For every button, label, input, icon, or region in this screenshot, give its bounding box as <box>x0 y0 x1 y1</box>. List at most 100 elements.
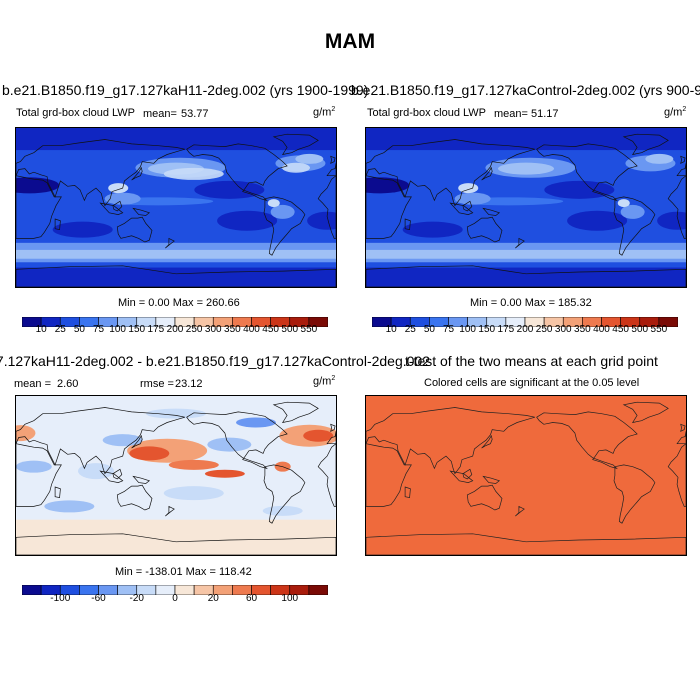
north-america-outline <box>186 143 288 202</box>
figure-title: MAM <box>324 30 376 53</box>
panel-2-variable: Total grd-box cloud LWP <box>367 107 487 119</box>
panel-2-map-field <box>366 128 686 287</box>
indonesia-outline <box>449 202 474 215</box>
panel-1-title: b.e21.B1850.f19_g17.127kaH11-2deg.002 (y… <box>2 82 369 98</box>
eurasia-outline <box>16 407 185 475</box>
madagascar-outline <box>54 218 61 231</box>
panel-4-map-field <box>366 396 686 555</box>
panel-2-mean-value: 51.17 <box>531 108 559 120</box>
madagascar-outline <box>404 486 411 499</box>
panel-3-colorbar-tick-label: -60 <box>91 593 106 604</box>
panel-1-colorbar-tick-label: 350 <box>224 324 241 335</box>
eurasia-outline <box>366 407 535 475</box>
madagascar-outline <box>404 218 411 231</box>
panel-1-colorbar-tick-label: 500 <box>281 324 299 335</box>
new-zealand-outline <box>515 505 525 517</box>
north-america-outline <box>186 411 288 470</box>
indonesia-outline <box>99 470 124 483</box>
panel-3-colorbar-tick-label: -20 <box>129 593 144 604</box>
panel-3-map <box>15 395 337 556</box>
panel-2-colorbar-tick-label: 175 <box>497 324 515 335</box>
indonesia-outline <box>99 202 124 215</box>
africa-outline <box>667 443 686 507</box>
panel-2-colorbar-tick-label: 300 <box>554 324 572 335</box>
panel-2-colorbar-tick-label: 350 <box>574 324 591 335</box>
new-guinea-outline <box>482 207 501 216</box>
south-america-outline <box>613 464 656 524</box>
australia-outline <box>466 484 503 511</box>
greenland-outline <box>272 401 319 424</box>
panel-1-colorbar-tick-label: 100 <box>109 324 126 335</box>
borneo-outline <box>112 200 123 212</box>
panel-2-colorbar-boxes <box>371 316 679 328</box>
panel-2-colorbar-tick-label: 25 <box>404 324 416 335</box>
panel-2-colorbar-tick-label: 500 <box>631 324 649 335</box>
new-guinea-outline <box>132 207 151 216</box>
south-america-outline <box>263 196 306 256</box>
panel-1-variable: Total grd-box cloud LWP <box>16 107 136 119</box>
panel-3-colorbar-tick-label: 100 <box>281 593 299 604</box>
antarctica-outline <box>366 265 686 287</box>
new-guinea-outline <box>482 475 501 484</box>
antarctica-outline <box>16 265 336 287</box>
panel-3-rmse-label: rmse = <box>140 378 174 390</box>
panel-3-colorbar <box>21 582 329 596</box>
greenland-outline <box>622 401 669 424</box>
panel-1-colorbar-tick-label: 200 <box>166 324 184 335</box>
panel-3-map-field <box>16 396 336 555</box>
panel-1-minmax: Min = 0.00 Max = 260.66 <box>118 297 240 309</box>
panel-3-units: g/m2 <box>313 375 336 388</box>
europe-west-outline <box>326 431 336 445</box>
panel-3-mean-label: mean = <box>14 378 51 390</box>
japan-outline <box>481 166 493 181</box>
panel-3-colorbar-tick-label: -100 <box>50 593 71 604</box>
panel-1-colorbar-tick-label: 450 <box>262 324 279 335</box>
antarctica-outline <box>366 533 686 555</box>
europe-west-outline <box>326 163 336 177</box>
greenland-outline <box>272 133 319 156</box>
africa-east-outline <box>16 443 62 507</box>
panel-2-colorbar-labels: 10 25 50 75 100 150 175 200 250 300 350 400 450 500 55… <box>372 324 678 336</box>
panel-2-minmax: Min = 0.00 Max = 185.32 <box>470 297 592 309</box>
panel-1-mean-label: mean= <box>143 108 177 120</box>
north-america-outline <box>536 411 638 470</box>
panel-2-units: g/m2 <box>664 106 687 119</box>
panel-3-colorbar-labels: -100 -60 -20 0 20 60 100 <box>22 593 328 605</box>
greenland-outline <box>622 133 669 156</box>
europe-west-outline <box>676 431 686 445</box>
panel-1-colorbar-tick-label: 150 <box>128 324 146 335</box>
panel-1-colorbar-tick-label: 175 <box>147 324 165 335</box>
south-america-outline <box>263 464 306 524</box>
panel-1-colorbar-tick-label: 400 <box>243 324 260 335</box>
new-zealand-outline <box>165 505 175 517</box>
panel-3-colorbar-tick-label: 0 <box>172 593 178 604</box>
panel-3-mean-value: 2.60 <box>57 378 79 390</box>
africa-east-outline <box>16 175 62 239</box>
panel-3-title: b.e21.B1850.f19_g17.127kaH11-2deg.002 - … <box>0 353 430 369</box>
panel-2-colorbar-tick-label: 10 <box>385 324 397 335</box>
panel-1-mean-value: 53.77 <box>181 108 209 120</box>
new-zealand-outline <box>165 237 175 249</box>
panel-1-map <box>15 127 337 288</box>
panel-2-map <box>365 127 687 288</box>
panel-2-mean-label: mean= <box>494 108 528 120</box>
panel-4-subtitle: Colored cells are significant at the 0.0… <box>424 377 640 389</box>
panel-3-rmse-value: 23.12 <box>175 378 203 390</box>
antarctica-outline <box>16 533 336 555</box>
japan-outline <box>481 434 493 449</box>
panel-1-colorbar-tick-label: 10 <box>35 324 47 335</box>
panel-1-colorbar-tick-label: 25 <box>54 324 66 335</box>
panel-1-colorbar-tick-label: 75 <box>92 324 105 335</box>
africa-east-outline <box>366 443 412 507</box>
north-america-outline <box>536 143 638 202</box>
panel-1-colorbar-labels: 10 25 50 75 100 150 175 200 250 300 350 400 450 500 55… <box>22 324 328 336</box>
panel-2-colorbar-tick-label: 250 <box>535 324 553 335</box>
panel-2-colorbar-tick-label: 100 <box>459 324 476 335</box>
new-guinea-outline <box>132 475 151 484</box>
australia-outline <box>116 484 153 511</box>
panel-1-colorbar-tick-label: 50 <box>73 324 85 335</box>
panel-1-colorbar-tick-label: 300 <box>204 324 222 335</box>
uk-outline <box>680 423 686 432</box>
uk-outline <box>330 155 336 164</box>
south-america-outline <box>613 196 656 256</box>
